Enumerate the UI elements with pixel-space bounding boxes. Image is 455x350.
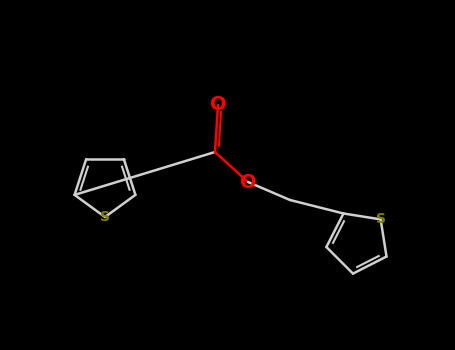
Text: S: S [376,212,386,226]
Text: O: O [210,96,226,114]
Text: S: S [100,210,110,224]
Text: O: O [240,173,256,191]
